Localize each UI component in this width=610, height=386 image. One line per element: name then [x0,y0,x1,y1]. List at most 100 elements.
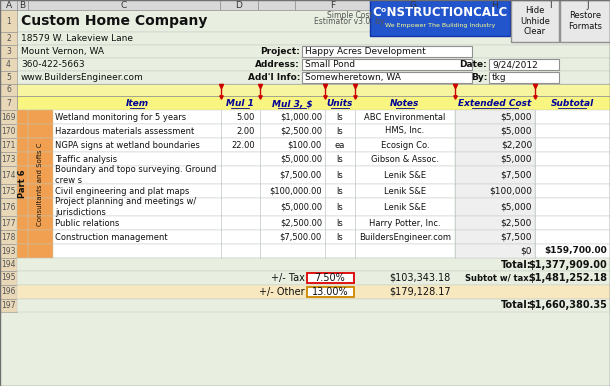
Text: $2,500.00: $2,500.00 [280,218,322,227]
Bar [17,285,610,299]
Text: 1: 1 [6,17,11,25]
Text: ls: ls [337,186,343,195]
Text: I: I [548,0,551,10]
Text: 360-422-5663: 360-422-5663 [21,60,85,69]
Text: Traffic analysis: Traffic analysis [55,154,117,164]
Bar [0,258,17,271]
Text: Subtot w/ tax:: Subtot w/ tax: [465,274,532,283]
Bar [17,184,610,198]
Bar [28,124,53,138]
Text: NGPA signs at wetland boundaries: NGPA signs at wetland boundaries [55,141,200,149]
Bar [455,244,535,258]
Text: ls: ls [337,112,343,122]
Text: 196: 196 [1,288,16,296]
Bar [0,58,17,71]
Bar [17,32,610,45]
Text: tkg: tkg [492,73,507,82]
Text: Hide
Unhide
Clear: Hide Unhide Clear [520,6,550,36]
Text: 174: 174 [1,171,16,179]
Bar [17,124,28,138]
Text: Public relations: Public relations [55,218,120,227]
Text: 5.00: 5.00 [237,112,255,122]
Bar [17,124,610,138]
Bar [302,46,472,57]
Text: Date:: Date: [459,60,487,69]
Bar [220,0,258,10]
Text: 2.00: 2.00 [237,127,255,135]
Text: Mul 3, $: Mul 3, $ [271,100,312,108]
Text: $100,000.00: $100,000.00 [270,186,322,195]
Text: We Empower The Building Industry: We Empower The Building Industry [385,22,495,27]
Text: $5,000: $5,000 [500,127,532,135]
Text: 195: 195 [1,274,16,283]
Text: Ecosign Co.: Ecosign Co. [381,141,429,149]
Bar [17,216,28,230]
Text: D: D [235,0,242,10]
Text: 178: 178 [1,232,16,242]
Text: www.BuildersEngineer.com: www.BuildersEngineer.com [21,73,144,82]
Text: $100.00: $100.00 [288,141,322,149]
Bar [455,166,535,184]
Bar [17,230,28,244]
Bar [28,244,53,258]
Bar [17,96,610,110]
Text: 7: 7 [6,98,11,107]
Text: $0: $0 [520,247,532,256]
Text: Mount Vernon, WA: Mount Vernon, WA [21,47,104,56]
Bar [455,216,535,230]
Bar [0,0,17,10]
Text: $2,500: $2,500 [501,218,532,227]
Text: C: C [121,0,127,10]
Bar [17,244,610,258]
Text: $1,481,252.18: $1,481,252.18 [528,273,607,283]
Text: $5,000.00: $5,000.00 [280,154,322,164]
Text: Add'l Info:: Add'l Info: [248,73,300,82]
Bar [17,216,610,230]
Text: 170: 170 [1,127,16,135]
Text: $5,000.00: $5,000.00 [280,203,322,212]
Bar [17,10,610,32]
Text: $1,377,909.00: $1,377,909.00 [528,259,607,269]
Text: +/- Other: +/- Other [259,287,305,297]
Bar [17,58,610,71]
Bar [258,0,295,10]
Text: Address:: Address: [255,60,300,69]
Bar [455,124,535,138]
Text: 3: 3 [6,47,11,56]
Text: 175: 175 [1,186,16,195]
Bar [0,166,17,184]
Text: ls: ls [337,203,343,212]
Bar [28,152,53,166]
Bar [17,138,28,152]
Text: $7,500.00: $7,500.00 [280,232,322,242]
Text: Harry Potter, Inc.: Harry Potter, Inc. [369,218,441,227]
Text: 194: 194 [1,260,16,269]
Bar [565,0,610,10]
Bar [489,59,559,70]
Bar [455,138,535,152]
Text: ABC Environmental: ABC Environmental [364,112,446,122]
Text: B: B [20,0,26,10]
Text: Item: Item [126,100,149,108]
Text: Estimator v3.0, by:: Estimator v3.0, by: [314,17,386,25]
Bar [28,166,53,184]
Bar [17,71,610,84]
Bar [0,32,17,45]
Text: 171: 171 [1,141,16,149]
Text: Gibson & Assoc.: Gibson & Assoc. [371,154,439,164]
Text: Restore
Formats: Restore Formats [568,11,602,31]
Bar [17,271,610,285]
Text: Project planning and meetings w/
jurisdictions: Project planning and meetings w/ jurisdi… [55,197,196,217]
Text: Lenik S&E: Lenik S&E [384,203,426,212]
Text: Consultants and Softs C: Consultants and Softs C [37,142,43,226]
Text: 197: 197 [1,301,16,310]
Bar [0,138,17,152]
Text: Lenik S&E: Lenik S&E [384,186,426,195]
Text: A: A [5,0,12,10]
Text: +/- Tax: +/- Tax [271,273,305,283]
Bar [0,110,17,124]
Bar [370,0,510,36]
Text: Project:: Project: [260,47,300,56]
Bar [17,110,28,124]
Bar [28,216,53,230]
